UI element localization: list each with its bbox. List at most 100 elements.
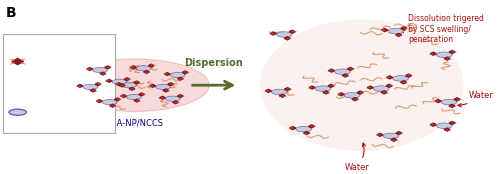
Polygon shape bbox=[148, 64, 154, 67]
Polygon shape bbox=[396, 132, 402, 135]
Polygon shape bbox=[138, 93, 144, 96]
Circle shape bbox=[9, 109, 26, 115]
Polygon shape bbox=[284, 88, 290, 91]
Polygon shape bbox=[391, 138, 397, 141]
Circle shape bbox=[296, 126, 312, 132]
Polygon shape bbox=[348, 67, 354, 70]
Polygon shape bbox=[367, 86, 374, 89]
Polygon shape bbox=[266, 89, 272, 92]
Text: NCCS: NCCS bbox=[49, 57, 74, 66]
Polygon shape bbox=[400, 81, 406, 84]
Polygon shape bbox=[400, 27, 407, 30]
Polygon shape bbox=[163, 89, 168, 92]
Polygon shape bbox=[178, 77, 184, 80]
Polygon shape bbox=[182, 71, 188, 74]
Circle shape bbox=[315, 86, 331, 91]
Circle shape bbox=[383, 133, 399, 139]
Polygon shape bbox=[77, 85, 83, 87]
Circle shape bbox=[276, 32, 292, 37]
Circle shape bbox=[374, 86, 389, 91]
Circle shape bbox=[170, 72, 185, 78]
Polygon shape bbox=[342, 74, 348, 77]
Circle shape bbox=[112, 79, 127, 84]
Circle shape bbox=[441, 99, 457, 105]
Circle shape bbox=[272, 89, 287, 95]
Text: Dissolution trigered
by SCS swelling/
penetration: Dissolution trigered by SCS swelling/ pe… bbox=[402, 14, 483, 44]
Circle shape bbox=[388, 28, 404, 34]
Circle shape bbox=[92, 67, 108, 73]
Polygon shape bbox=[444, 57, 450, 60]
Polygon shape bbox=[270, 32, 276, 35]
Circle shape bbox=[126, 94, 142, 100]
Polygon shape bbox=[144, 70, 150, 73]
Polygon shape bbox=[105, 66, 110, 69]
Polygon shape bbox=[114, 98, 120, 101]
Text: Water: Water bbox=[344, 143, 370, 172]
Polygon shape bbox=[12, 58, 24, 65]
Circle shape bbox=[166, 96, 180, 101]
Polygon shape bbox=[121, 95, 126, 97]
Polygon shape bbox=[168, 83, 173, 86]
Circle shape bbox=[83, 84, 98, 89]
Polygon shape bbox=[164, 73, 170, 76]
Text: Water: Water bbox=[458, 91, 494, 107]
Circle shape bbox=[122, 83, 136, 88]
Polygon shape bbox=[386, 84, 392, 87]
Polygon shape bbox=[290, 127, 296, 130]
Circle shape bbox=[334, 69, 350, 74]
Polygon shape bbox=[178, 95, 183, 97]
Polygon shape bbox=[323, 91, 329, 94]
Polygon shape bbox=[124, 78, 130, 81]
Polygon shape bbox=[357, 91, 363, 94]
Polygon shape bbox=[150, 85, 156, 87]
Polygon shape bbox=[95, 83, 101, 86]
Text: Dispersion: Dispersion bbox=[184, 58, 244, 68]
Polygon shape bbox=[328, 84, 334, 87]
Circle shape bbox=[436, 52, 452, 57]
Text: Nanocrystals: Nanocrystals bbox=[49, 108, 108, 117]
Polygon shape bbox=[129, 87, 135, 90]
Polygon shape bbox=[430, 123, 436, 126]
Polygon shape bbox=[284, 37, 290, 40]
Polygon shape bbox=[396, 33, 402, 36]
Polygon shape bbox=[160, 96, 166, 99]
Polygon shape bbox=[406, 74, 411, 77]
Polygon shape bbox=[454, 98, 460, 101]
Text: BCA-NP/NCCS: BCA-NP/NCCS bbox=[105, 118, 163, 127]
Polygon shape bbox=[120, 84, 125, 87]
Polygon shape bbox=[87, 68, 92, 70]
Polygon shape bbox=[444, 128, 450, 131]
Polygon shape bbox=[382, 29, 388, 31]
Circle shape bbox=[436, 123, 452, 128]
Polygon shape bbox=[381, 91, 387, 94]
Circle shape bbox=[102, 100, 117, 105]
Polygon shape bbox=[134, 81, 140, 84]
Polygon shape bbox=[449, 50, 456, 53]
Polygon shape bbox=[386, 76, 392, 79]
Polygon shape bbox=[309, 86, 315, 89]
Polygon shape bbox=[308, 125, 314, 128]
Circle shape bbox=[392, 76, 408, 81]
Polygon shape bbox=[280, 94, 285, 97]
Polygon shape bbox=[90, 89, 96, 92]
Polygon shape bbox=[130, 66, 136, 69]
Polygon shape bbox=[449, 121, 456, 124]
Polygon shape bbox=[435, 100, 441, 102]
Polygon shape bbox=[110, 104, 116, 107]
Polygon shape bbox=[116, 83, 121, 86]
Polygon shape bbox=[100, 72, 105, 75]
FancyBboxPatch shape bbox=[3, 34, 114, 133]
Circle shape bbox=[136, 66, 151, 71]
Text: $\mathit{2p}$: $\mathit{2p}$ bbox=[13, 78, 28, 92]
Text: SCS: SCS bbox=[49, 81, 67, 90]
Polygon shape bbox=[96, 100, 102, 102]
Polygon shape bbox=[377, 133, 383, 136]
Polygon shape bbox=[289, 30, 296, 33]
Text: B: B bbox=[6, 6, 16, 20]
Ellipse shape bbox=[260, 19, 464, 151]
Circle shape bbox=[344, 93, 360, 98]
Polygon shape bbox=[449, 104, 455, 107]
Circle shape bbox=[59, 59, 209, 111]
Polygon shape bbox=[338, 93, 344, 96]
Polygon shape bbox=[430, 52, 436, 55]
